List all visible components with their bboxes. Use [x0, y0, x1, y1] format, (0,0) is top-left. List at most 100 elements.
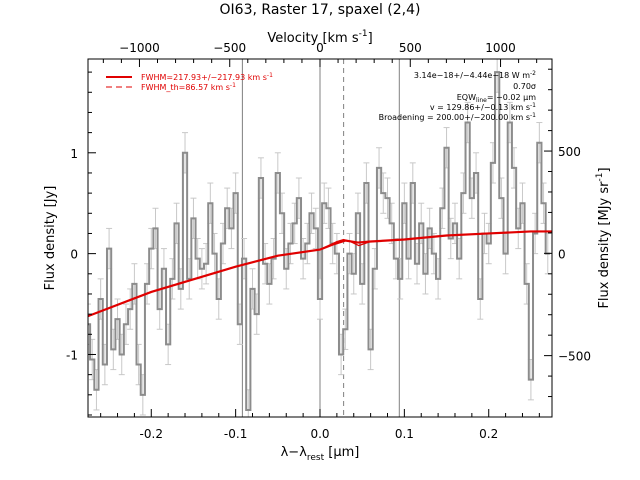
- data-point: [281, 212, 283, 215]
- legend-entry: FWHM=217.93+/−217.93 km s-1: [141, 72, 273, 82]
- plot-area: -0.2 -0.1 0.0 0.1 0.2 -1 0 1 −1000 −500 0 500 1000 −5…: [66, 41, 591, 441]
- data-point: [146, 283, 148, 285]
- data-point: [192, 217, 195, 220]
- data-point: [517, 227, 520, 230]
- annotation-flux-part: 3.14e−18+/−4.44e−18 W m: [414, 71, 530, 80]
- chart-title: OI63, Raster 17, spaxel (2,4): [220, 2, 421, 18]
- y-tick-label: -1: [66, 348, 78, 362]
- data-point: [437, 278, 439, 280]
- data-point: [441, 207, 444, 210]
- data-point: [403, 202, 406, 205]
- data-point: [251, 288, 254, 290]
- annotation-velocity-part: -1: [530, 102, 536, 109]
- data-point: [357, 212, 359, 215]
- data-point: [487, 242, 490, 245]
- data-point: [171, 278, 174, 280]
- x-tick-label: 0.2: [479, 427, 498, 441]
- data-point: [492, 162, 494, 164]
- legend-entry-sup: -1: [230, 82, 236, 89]
- data-point: [466, 121, 469, 124]
- annotation-velocity-part: v = 129.86+/−0.13 km s: [430, 103, 530, 112]
- data-point: [298, 197, 300, 199]
- data-point: [386, 197, 389, 199]
- data-point: [184, 151, 186, 154]
- legend-entry: FWHM_th=86.57 km s-1: [141, 82, 236, 92]
- x-tick-label: -0.2: [140, 427, 163, 441]
- x-tick-label: 0.0: [310, 427, 329, 441]
- data-point: [188, 278, 191, 280]
- top-tick-label: 1000: [485, 41, 516, 55]
- data-point: [525, 283, 528, 285]
- data-point: [196, 257, 199, 260]
- data-point: [344, 328, 347, 331]
- data-point: [348, 252, 351, 255]
- data-point: [289, 242, 292, 245]
- data-point: [458, 257, 461, 260]
- annotation-broadening-part: Broadening = 200.00+/−200.00 km s: [379, 113, 530, 122]
- data-point: [365, 182, 368, 184]
- data-point: [277, 172, 279, 174]
- data-point: [99, 298, 102, 300]
- annotation-eqw-part: = −0.02 μm: [487, 93, 536, 102]
- legend-entry-sup: -1: [267, 72, 273, 79]
- data-point: [120, 353, 123, 356]
- data-point: [175, 222, 178, 225]
- data-point: [378, 167, 380, 169]
- data-point: [395, 257, 397, 260]
- right-axis-label-tail: ]: [597, 167, 612, 172]
- data-point: [112, 348, 115, 351]
- data-point: [293, 222, 296, 225]
- data-point: [323, 202, 326, 205]
- data-point: [310, 212, 313, 215]
- y-axis-label: Flux density [Jy]: [43, 186, 58, 291]
- right-axis-label-text: Flux density [MJy sr: [597, 181, 612, 309]
- legend-entry-text: FWHM=217.93+/−217.93 km s: [141, 73, 267, 82]
- data-point: [433, 252, 435, 255]
- data-point: [534, 232, 536, 235]
- data-point: [327, 207, 330, 210]
- data-point: [542, 202, 545, 205]
- data-point: [407, 257, 410, 260]
- y-tick-label: 0: [70, 248, 78, 262]
- top-tick-label: 500: [399, 41, 422, 55]
- data-point: [260, 177, 262, 179]
- annotation-eqw: EQWline= −0.02 μm: [457, 93, 536, 104]
- data-point: [264, 262, 266, 265]
- data-point: [369, 348, 372, 351]
- right-tick-label: 500: [558, 145, 581, 159]
- data-point: [285, 267, 288, 270]
- data-point: [530, 378, 532, 381]
- annotation-flux-part: -2: [530, 70, 536, 77]
- data-point: [230, 227, 233, 230]
- data-point: [247, 409, 250, 411]
- data-point: [306, 242, 309, 245]
- data-point: [424, 273, 427, 275]
- right-axis-label-sup: -1: [595, 173, 605, 182]
- data-point: [319, 298, 321, 300]
- top-tick-label: 0: [316, 41, 324, 55]
- svg-text:λ−λrest [μm]: λ−λrest [μm]: [281, 445, 360, 463]
- legend-entry-text: FWHM_th=86.57 km s: [141, 83, 230, 92]
- x-axis-label-sub: rest: [307, 453, 325, 463]
- data-point: [180, 288, 182, 290]
- data-point: [205, 262, 207, 265]
- data-point: [158, 308, 161, 310]
- y-tick-label: 1: [70, 147, 78, 161]
- data-point: [154, 227, 157, 230]
- data-point: [462, 192, 465, 194]
- data-point: [538, 141, 541, 144]
- data-point: [449, 237, 452, 240]
- data-point: [243, 257, 245, 260]
- svg-text:Velocity [km s-1]: Velocity [km s-1]: [267, 29, 372, 46]
- data-point: [521, 202, 524, 205]
- data-point: [390, 222, 393, 225]
- right-axis-label: Flux density [MJy sr-1]: [595, 167, 612, 308]
- data-point: [454, 222, 456, 225]
- data-point: [471, 197, 473, 199]
- data-point: [142, 394, 144, 396]
- data-point: [125, 323, 127, 326]
- data-point: [399, 278, 401, 280]
- data-point: [374, 267, 376, 270]
- data-point: [445, 146, 448, 149]
